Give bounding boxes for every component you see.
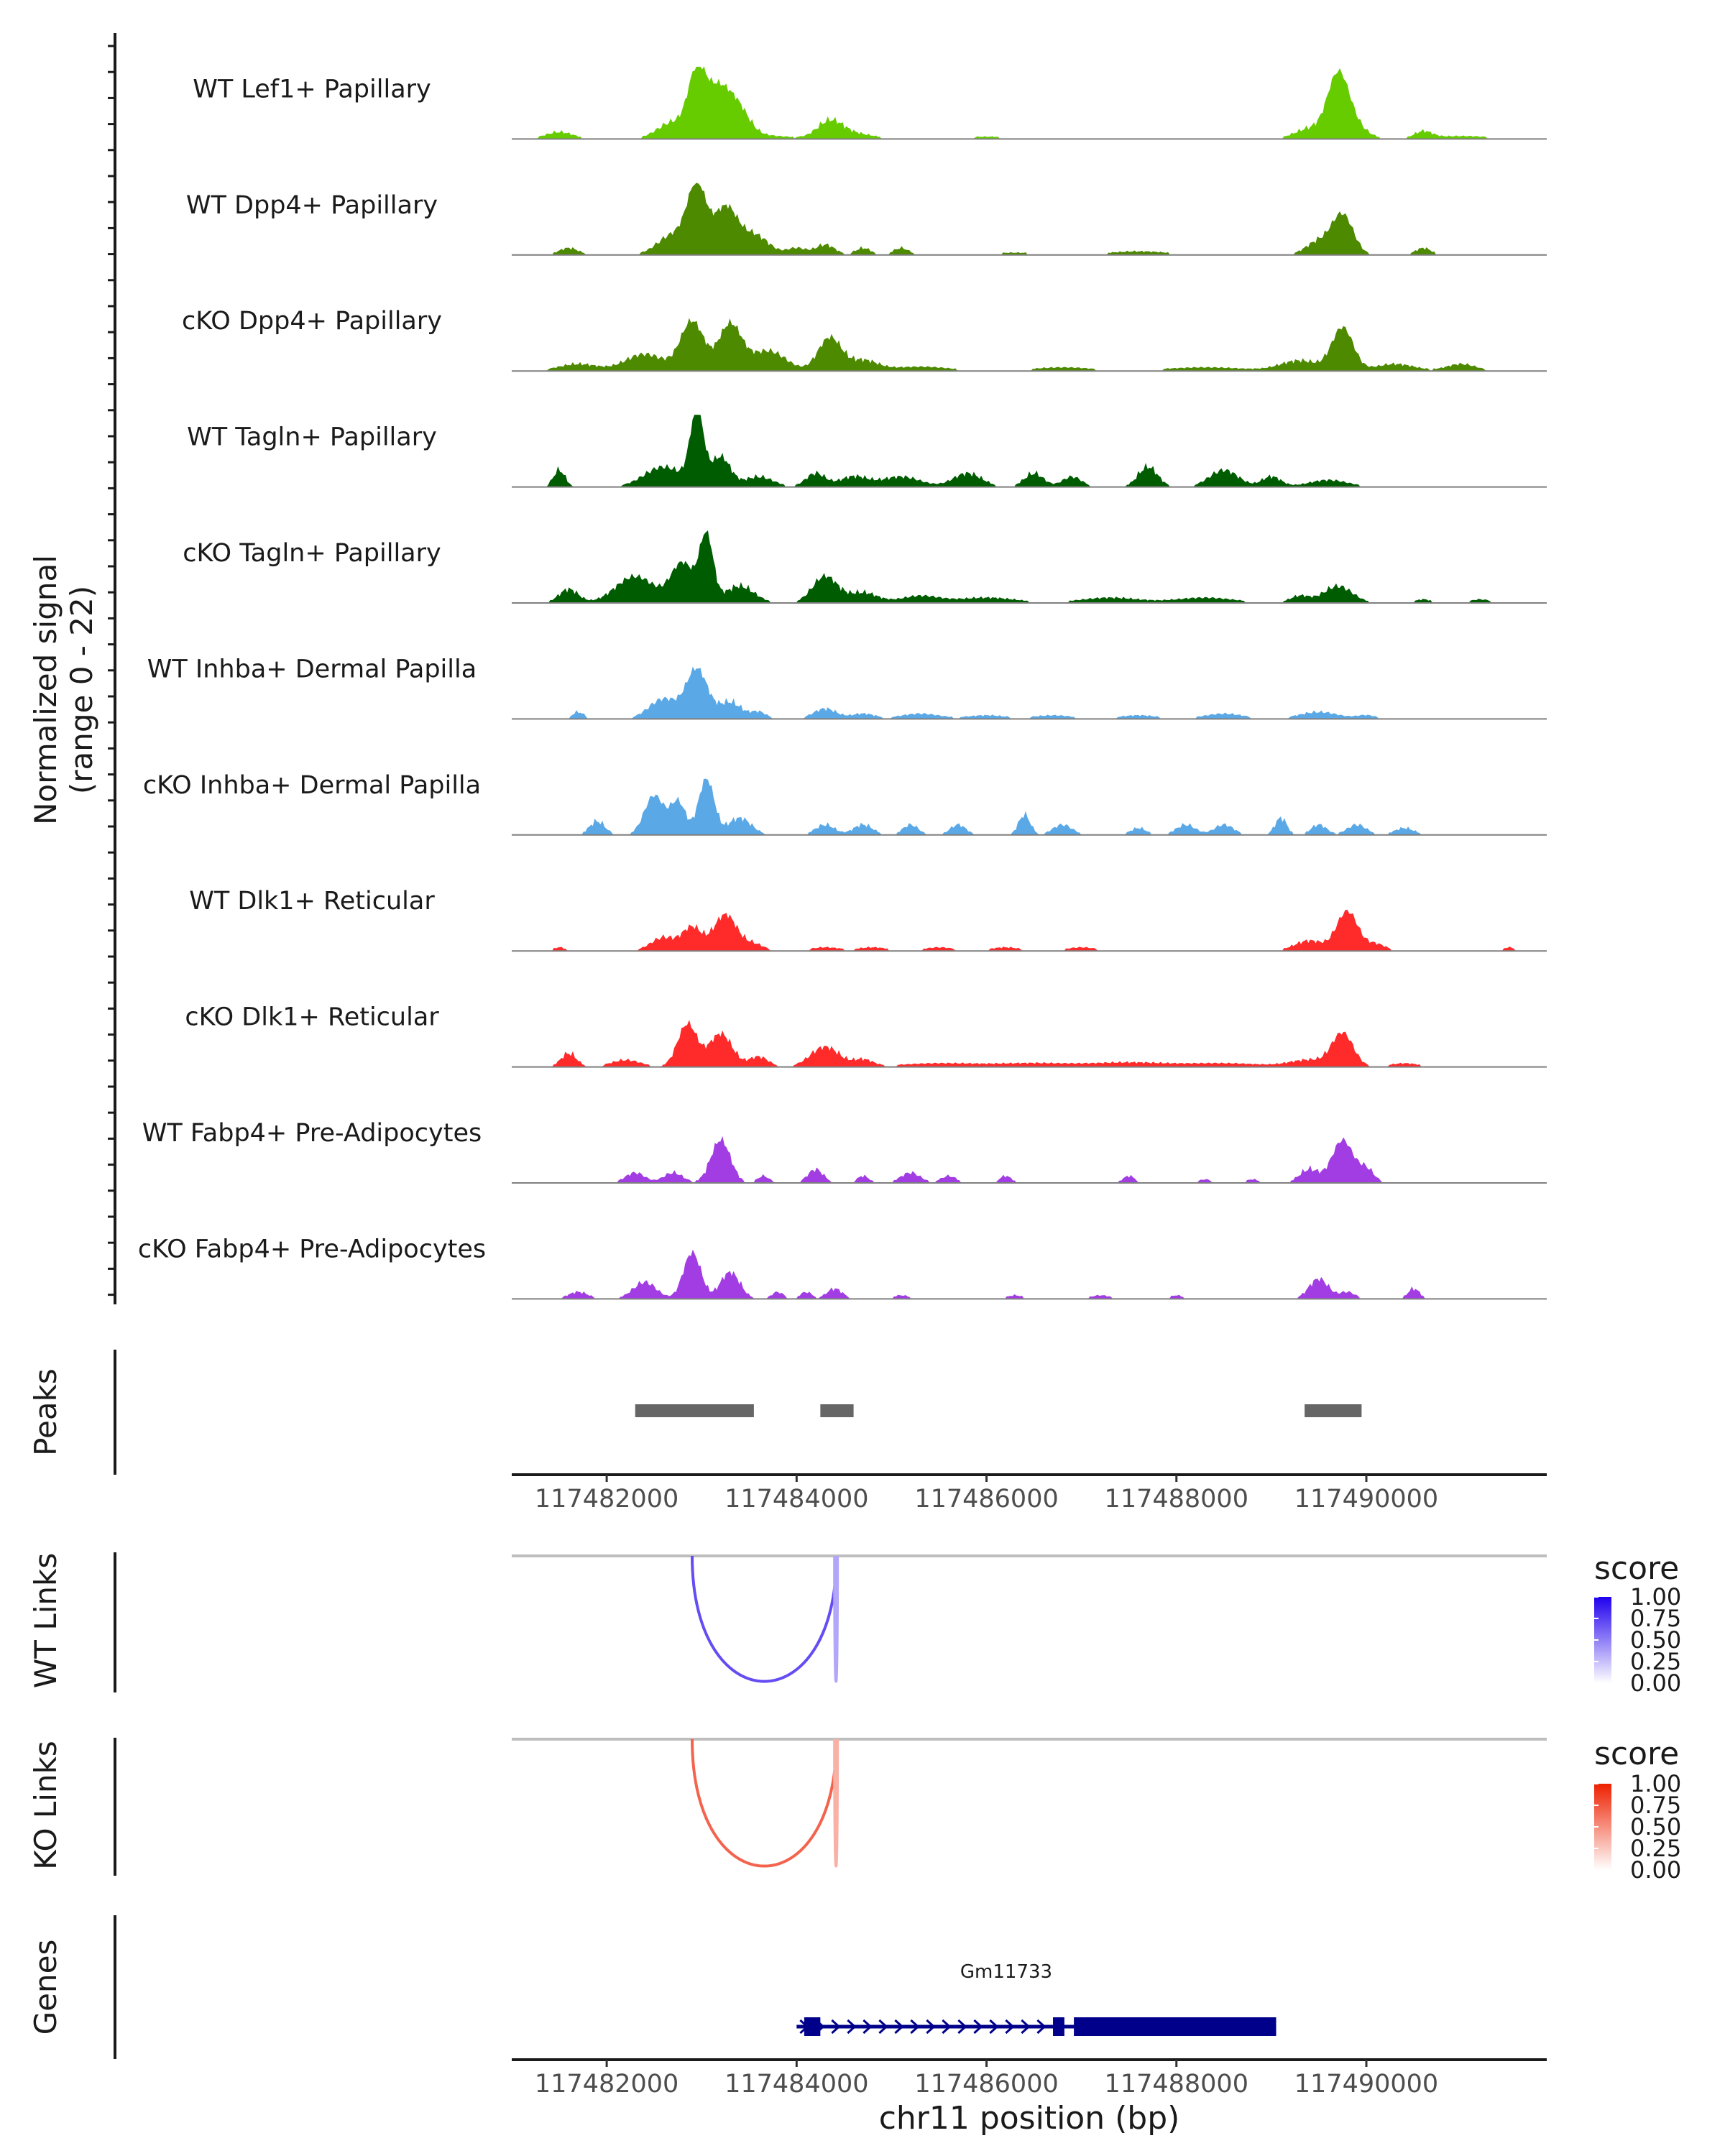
ko-links-track-label: KO Links [28,1741,63,1870]
coverage-track: WT Dlk1+ Reticular [189,887,1547,952]
strand-arrow-icon [926,2019,936,2035]
genes-track-label: Genes [28,1940,63,2035]
legend-tick-label: 0.75 [1630,1792,1681,1819]
coverage-track-label: WT Lef1+ Papillary [193,75,431,103]
strand-arrow-icon [878,2019,888,2035]
peaks-track [635,1404,1362,1417]
links-track: 1.000.750.500.250.00 [114,1552,1681,1697]
coverage-track-label: WT Dlk1+ Reticular [189,887,435,916]
wt-links-track-label: WT Links [28,1553,63,1688]
strand-arrow-icon [831,2019,841,2035]
coverage-track-label: WT Tagln+ Papillary [187,423,437,452]
x-axis-tick-label: 117484000 [724,1485,868,1514]
x-axis-tick-label: 117486000 [914,1485,1058,1514]
coverage-signal-area [512,1249,1547,1299]
x-axis-bottom: 117482000 117484000 117486000 117488000 1174… [535,2060,1438,2099]
legend-tick-label: 1.00 [1630,1583,1681,1611]
coverage-track-label: cKO Inhba+ Dermal Papilla [143,771,481,800]
coverage-track: WT Fabp4+ Pre-Adipocytes [142,1119,1547,1184]
peak-region [1305,1404,1362,1417]
coverage-track: cKO Tagln+ Papillary [183,530,1547,604]
ko-links-legend-title: score [1594,1736,1679,1772]
coverage-track: cKO Fabp4+ Pre-Adipocytes [138,1235,1547,1300]
legend-tick-label: 1.00 [1630,1770,1681,1797]
coverage-signal-area [512,318,1547,372]
coverage-signal-area [512,666,1547,719]
legend-tick-label: 0.75 [1630,1605,1681,1632]
links-tracks: 1.000.750.500.250.001.000.750.500.250.00 [114,1552,1681,1884]
coverage-signal-area [512,909,1547,952]
coverage-track-label: WT Inhba+ Dermal Papilla [147,655,477,683]
legend-tick-label: 0.50 [1630,1626,1681,1654]
strand-arrow-icon [894,2019,904,2035]
coverage-signal-area [512,778,1547,836]
strand-arrow-icon [847,2019,857,2035]
gene-exon [804,2017,821,2036]
coverage-track-label: cKO Fabp4+ Pre-Adipocytes [138,1235,486,1263]
x-axis-tick-label: 117488000 [1105,2070,1248,2099]
strand-arrow-icon [957,2019,967,2035]
links-track: 1.000.750.500.250.00 [114,1738,1681,1884]
coverage-track: cKO Dpp4+ Papillary [182,307,1547,372]
x-axis-tick-label: 117488000 [1105,1485,1248,1514]
x-axis-tick-label: 117484000 [724,2070,868,2099]
link-arc [691,1738,838,1868]
coverage-track: WT Tagln+ Papillary [187,415,1547,488]
coverage-track: WT Inhba+ Dermal Papilla [147,655,1547,720]
legend-tick-label: 0.00 [1630,1669,1681,1697]
coverage-signal-area [512,183,1547,256]
strand-arrow-icon [1021,2019,1031,2035]
coverage-track: cKO Dlk1+ Reticular [185,1003,1547,1068]
coverage-y-axis-label-line2: (range 0 - 22) [64,586,99,794]
strand-arrow-icon [910,2019,920,2035]
coverage-y-axis-label-line1: Normalized signal [28,555,63,825]
coverage-track-label: cKO Dpp4+ Papillary [182,307,442,336]
coverage-tracks: WT Lef1+ Papillary WT Dpp4+ Papillary cKO … [108,33,1547,1304]
coverage-signal-area [512,66,1547,140]
coverage-track-label: cKO Tagln+ Papillary [183,539,441,568]
x-axis-tick-label: 117490000 [1294,1485,1438,1514]
coverage-track-label: cKO Dlk1+ Reticular [185,1003,439,1032]
wt-links-legend-title: score [1594,1550,1679,1587]
coverage-track: cKO Inhba+ Dermal Papilla [143,771,1547,836]
legend-tick-label: 0.25 [1630,1648,1681,1675]
coverage-signal-area [512,530,1547,604]
strand-arrow-icon [989,2019,999,2035]
x-axis-top: 117482000 117484000 117486000 117488000 1174… [535,1475,1438,1514]
coverage-track: WT Lef1+ Papillary [193,66,1547,140]
x-axis-label: chr11 position (bp) [879,2100,1180,2137]
gene-name-label: Gm11733 [960,1961,1052,1983]
legend-tick-label: 0.50 [1630,1813,1681,1841]
legend-tick-label: 0.25 [1630,1835,1681,1862]
x-axis-tick-label: 117482000 [535,2070,678,2099]
peak-region [635,1404,754,1417]
strand-arrow-icon [973,2019,983,2035]
coverage-track-label: WT Fabp4+ Pre-Adipocytes [142,1119,482,1148]
gene-exon [1053,2017,1064,2036]
link-arc [833,1738,840,1868]
strand-arrow-icon [862,2019,873,2035]
strand-arrow-icon [1036,2019,1046,2035]
x-axis-tick-label: 117490000 [1294,2070,1438,2099]
x-axis-tick-label: 117486000 [914,2070,1058,2099]
strand-arrow-icon [942,2019,952,2035]
coverage-signal-area [512,1020,1547,1068]
peak-region [820,1404,854,1417]
coverage-track: WT Dpp4+ Papillary [186,183,1547,256]
strand-arrow-icon [1005,2019,1015,2035]
link-arc [691,1555,838,1683]
peaks-track-label: Peaks [28,1368,63,1456]
coverage-signal-area [512,1135,1547,1184]
genes-track [796,2017,1276,2036]
legend-tick-label: 0.00 [1630,1856,1681,1884]
x-axis-tick-label: 117482000 [535,1485,678,1514]
coverage-track-label: WT Dpp4+ Papillary [186,191,438,220]
gene-exon [1074,2017,1276,2036]
link-arc [833,1555,840,1683]
coverage-signal-area [512,415,1547,488]
